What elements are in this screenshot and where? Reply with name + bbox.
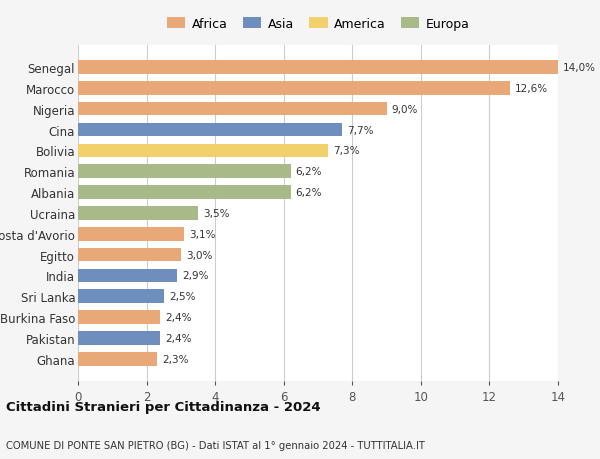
Bar	[78, 228, 184, 241]
Bar	[78, 144, 328, 158]
Text: 9,0%: 9,0%	[392, 105, 418, 114]
Text: 2,5%: 2,5%	[169, 291, 196, 302]
Text: 3,0%: 3,0%	[186, 250, 212, 260]
Text: Cittadini Stranieri per Cittadinanza - 2024: Cittadini Stranieri per Cittadinanza - 2…	[6, 400, 320, 413]
Bar	[78, 331, 160, 345]
Text: 2,4%: 2,4%	[166, 333, 192, 343]
Bar	[78, 248, 181, 262]
Bar	[78, 352, 157, 366]
Text: 3,5%: 3,5%	[203, 208, 230, 218]
Bar	[78, 123, 342, 137]
Text: 7,3%: 7,3%	[334, 146, 360, 156]
Text: COMUNE DI PONTE SAN PIETRO (BG) - Dati ISTAT al 1° gennaio 2024 - TUTTITALIA.IT: COMUNE DI PONTE SAN PIETRO (BG) - Dati I…	[6, 440, 425, 450]
Bar	[78, 186, 290, 199]
Bar	[78, 269, 178, 283]
Bar	[78, 82, 510, 95]
Text: 7,7%: 7,7%	[347, 125, 374, 135]
Text: 6,2%: 6,2%	[296, 188, 322, 198]
Text: 3,1%: 3,1%	[190, 229, 216, 239]
Bar	[78, 165, 290, 179]
Legend: Africa, Asia, America, Europa: Africa, Asia, America, Europa	[164, 15, 472, 33]
Text: 14,0%: 14,0%	[563, 63, 596, 73]
Bar	[78, 311, 160, 324]
Text: 2,3%: 2,3%	[162, 354, 188, 364]
Text: 2,4%: 2,4%	[166, 313, 192, 322]
Bar	[78, 207, 198, 220]
Bar	[78, 103, 386, 116]
Text: 12,6%: 12,6%	[515, 84, 548, 94]
Bar	[78, 61, 558, 75]
Text: 6,2%: 6,2%	[296, 167, 322, 177]
Bar	[78, 290, 164, 303]
Text: 2,9%: 2,9%	[182, 271, 209, 281]
